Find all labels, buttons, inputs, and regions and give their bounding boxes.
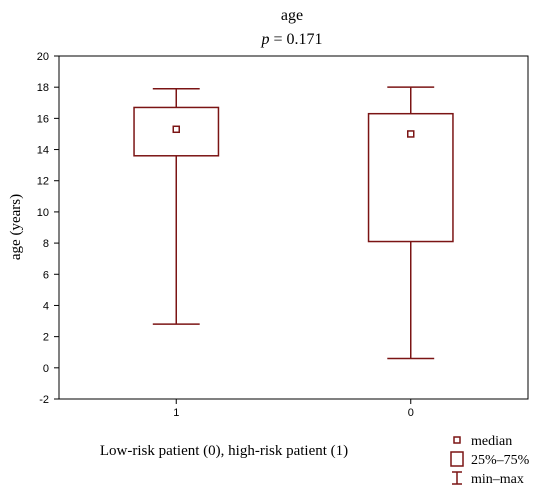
box-0 [367,86,454,360]
y-axis-label: age (years) [8,194,24,260]
x-tick-label: 0 [408,407,414,419]
p-value: = 0.171 [269,31,322,48]
legend-label: median [471,434,512,449]
median-marker [172,125,180,134]
y-tick-label: 6 [43,269,49,281]
box-1 [133,87,220,325]
chart-subtitle: p = 0.171 [260,31,322,48]
legend-median-symbol [453,436,461,444]
y-tick-label: 14 [37,145,49,157]
y-tick-label: 16 [37,113,49,125]
y-axis: -2 0 2 4 6 8 10 12 14 16 18 20 [37,51,59,406]
plot-area-frame [58,55,529,400]
legend-label: min–max [471,472,524,487]
y-tick-label: 12 [37,176,49,188]
legend: median 25%–75% min–max [450,434,530,487]
box-series [133,86,454,360]
median-marker [407,130,415,138]
y-tick-label: 4 [43,300,49,312]
y-tick-label: 10 [37,207,49,219]
y-tick-label: 8 [43,238,49,250]
y-tick-label: 2 [43,332,49,344]
p-label: p [260,31,269,48]
legend-box-symbol [450,451,464,467]
iqr-box [133,106,220,157]
y-tick-label: 18 [37,82,49,94]
x-tick-label: 1 [173,407,179,419]
y-tick-label: 0 [43,363,49,375]
legend-label: 25%–75% [471,453,530,468]
chart-title: age [281,7,303,24]
iqr-box [367,112,454,243]
x-axis-label: Low-risk patient (0), high-risk patient … [100,443,348,459]
y-tick-label: 20 [37,51,49,63]
y-tick-label: -2 [39,394,49,406]
